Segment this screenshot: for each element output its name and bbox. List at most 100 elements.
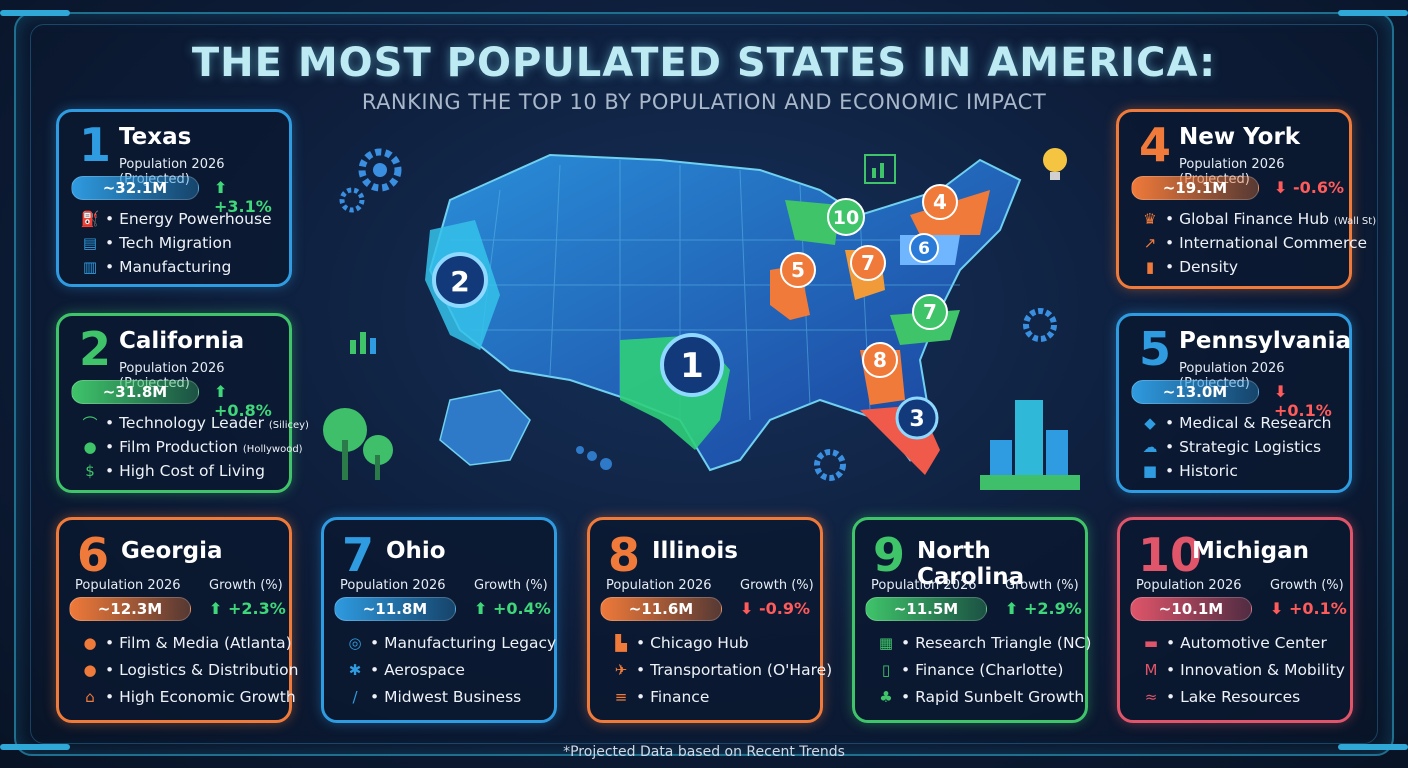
up-arrow-icon: ⬆ (214, 382, 228, 401)
down-arrow-icon: ⬇ (1274, 178, 1288, 197)
growth-value: ⬇ +0.1% (1270, 599, 1347, 618)
statue-of-liberty-icon: ♛ (1143, 210, 1157, 228)
truck-icon: ■ (1142, 462, 1158, 480)
state-card: 9 North Carolina Population 2026 Growth (%)… (852, 517, 1091, 723)
city-skyline-icon (980, 400, 1080, 490)
tree-icon (323, 408, 393, 480)
oil-derrick-icon: ⛽ (80, 210, 100, 228)
svg-text:7: 7 (923, 300, 937, 324)
growth-label: Growth (%) (1005, 578, 1079, 593)
population-value: ~13.0M (1131, 380, 1259, 404)
feature-item: • Film & Media (Atlanta) (105, 634, 292, 652)
population-value: ~11.8M (334, 597, 456, 621)
hawaii-shape (576, 446, 612, 470)
bridge-icon: ⌒ (82, 414, 98, 433)
growth-value: ⬆ +3.1% (214, 178, 272, 216)
svg-text:3: 3 (909, 407, 924, 432)
up-arrow-icon: ⬆ (209, 599, 223, 618)
rank-number: 6 (77, 528, 110, 582)
growth-value: ⬇ +0.1% (1274, 382, 1332, 420)
airplane-icon: ✈ (614, 661, 628, 679)
money-bag-icon: $ (85, 462, 95, 480)
population-value: ~31.8M (71, 380, 199, 404)
feature-item: • Midwest Business (370, 688, 522, 706)
feature-item: • Manufacturing Legacy (370, 634, 557, 652)
rank-number: 1 (79, 118, 112, 172)
feature-item: • Global Finance Hub (Wall St) (1165, 210, 1377, 228)
gear-icon (339, 187, 365, 213)
feature-item: • Manufacturing (105, 258, 232, 276)
population-value: ~11.6M (600, 597, 722, 621)
rank-number: 10 (1138, 528, 1203, 582)
server-icon: ▤ (82, 234, 98, 252)
inner-frame (30, 24, 1378, 744)
michigan-shape (785, 200, 840, 245)
feature-item: • Technology Leader (Silicey) (105, 414, 309, 432)
growth-value: ⬆ +2.3% (209, 599, 286, 618)
corner-accent (1338, 10, 1408, 16)
state-name: Illinois (652, 538, 738, 564)
state-name: Pennsylvania (1179, 328, 1352, 354)
corner-accent (0, 10, 70, 16)
gear-icon (814, 449, 846, 481)
population-label: Population 2026 (871, 578, 977, 593)
trend-chart-icon: ↗ (1143, 234, 1157, 252)
svg-text:8: 8 (873, 348, 887, 372)
down-arrow-icon: ⬇ (740, 599, 754, 618)
down-arrow-icon: ⬇ (1274, 382, 1288, 401)
corner-accent (0, 744, 70, 750)
feature-item: • Medical & Research (1165, 414, 1332, 432)
feature-item: • Strategic Logistics (1165, 438, 1322, 456)
growth-value: ⬆ +0.8% (214, 382, 272, 420)
population-value: ~19.1M (1131, 176, 1259, 200)
feature-item: • International Commerce (1165, 234, 1368, 252)
rank-number: 5 (1139, 322, 1172, 376)
feature-item: • High Economic Growth (105, 688, 296, 706)
astronaut-icon: ◎ (348, 634, 362, 652)
down-arrow-icon: ⬇ (1270, 599, 1284, 618)
outer-frame (14, 12, 1394, 756)
film-camera-icon: ● (83, 438, 97, 456)
page-title: THE MOST POPULATED STATES IN AMERICA: (191, 40, 1217, 86)
gear-icon (358, 148, 402, 192)
block-m-icon: M (1144, 661, 1158, 679)
svg-text:1: 1 (680, 346, 704, 386)
growth-label: Growth (%) (474, 578, 548, 593)
growth-value: ⬇ -0.6% (1274, 178, 1344, 197)
feature-item: • High Cost of Living (105, 462, 265, 480)
growth-label: Growth (%) (1270, 578, 1344, 593)
feature-item: • Film Production (Hollywood) (105, 438, 303, 456)
alaska-shape (439, 389, 531, 466)
feature-item: • Finance (Charlotte) (901, 661, 1064, 679)
up-arrow-icon: ⬆ (1005, 599, 1019, 618)
feature-item: • Transportation (O'Hare) (636, 661, 833, 679)
state-card: 6 Georgia Population 2026 Growth (%) ~12.3M ⬆… (56, 517, 299, 723)
peach-icon: ● (83, 661, 97, 679)
feature-item: • Density (1165, 258, 1238, 276)
population-value: ~11.5M (865, 597, 987, 621)
chart-icon (350, 332, 376, 354)
growth-value: ⬆ +0.4% (474, 599, 551, 618)
building-icon: ▯ (881, 661, 891, 679)
population-value: ~10.1M (1130, 597, 1252, 621)
peach-icon: ● (83, 634, 97, 652)
growth-label: Growth (%) (209, 578, 283, 593)
rank-number: 4 (1139, 118, 1172, 172)
chip-icon (864, 154, 896, 184)
svg-text:6: 6 (918, 239, 930, 259)
map-pin: 1 2 3 4 5 6 7 7 8 10 (432, 184, 958, 440)
feature-item: • Automotive Center (1166, 634, 1327, 652)
liberty-bell-icon: ◆ (1144, 414, 1156, 432)
growth-value: ⬆ +2.9% (1005, 599, 1082, 618)
wrench-icon: / (352, 688, 358, 706)
gear-icon (1023, 308, 1057, 342)
population-value: ~32.1M (71, 176, 199, 200)
rank-number: 2 (79, 322, 112, 376)
feature-item: • Lake Resources (1166, 688, 1301, 706)
feature-item: • Tech Migration (105, 234, 232, 252)
rank-number: 8 (608, 528, 641, 582)
